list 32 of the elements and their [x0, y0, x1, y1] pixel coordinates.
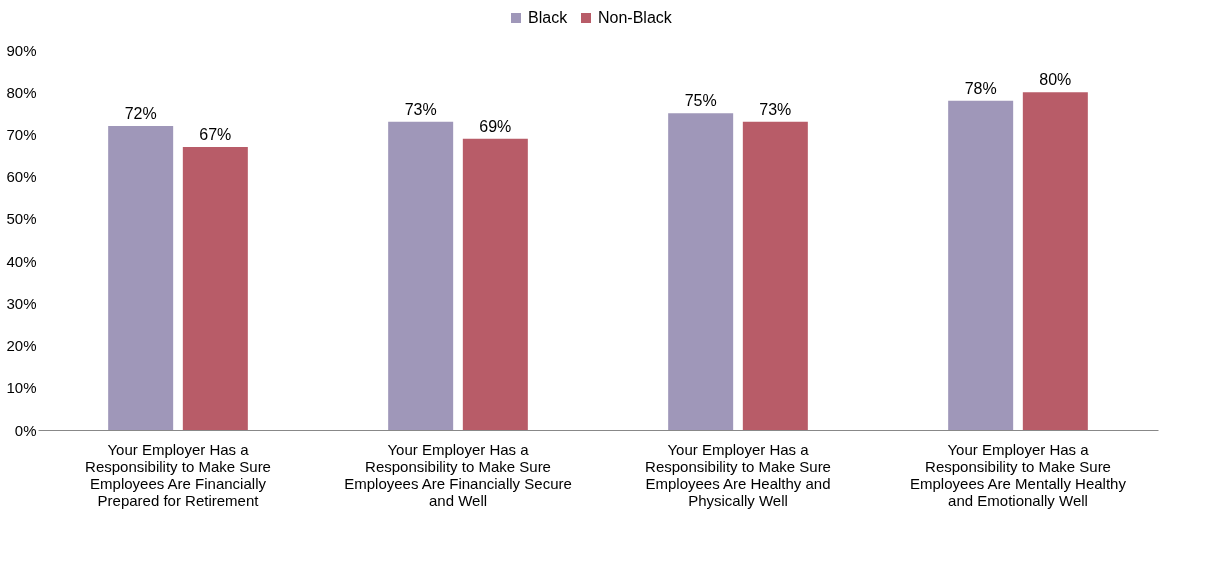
y-tick-label: 60% [6, 168, 37, 186]
bar [388, 121, 454, 430]
y-tick-label: 20% [6, 337, 37, 355]
x-tick-label: Your Employer Has a Responsibility to Make Sure Employees Are Mentally Healthy and Emotionally Well [910, 440, 1127, 509]
data-label: 80% [1039, 71, 1072, 89]
data-label: 69% [479, 117, 512, 135]
data-label: 78% [964, 79, 997, 97]
legend-label: Black [528, 9, 569, 26]
data-label: 75% [684, 92, 717, 110]
bar [108, 126, 174, 430]
bar [742, 121, 808, 430]
bar [182, 147, 248, 430]
x-tick-label: Your Employer Has a Responsibility to Make Sure Employees Are Financially Prepared for Retirement [85, 440, 271, 509]
bar [462, 138, 528, 430]
y-tick-label: 0% [14, 421, 37, 439]
y-tick-label: 10% [6, 379, 37, 397]
y-tick-label: 80% [6, 83, 37, 101]
bar [668, 113, 734, 430]
bar [1022, 92, 1088, 430]
data-label: 73% [759, 100, 792, 118]
data-label: 73% [404, 100, 437, 118]
data-label: 72% [124, 105, 157, 122]
bar [948, 100, 1014, 430]
x-tick-label: Your Employer Has a Responsibility to Make Sure Employees Are Healthy and Physically Well [645, 440, 831, 509]
y-tick-label: 50% [6, 210, 37, 228]
y-tick-label: 30% [6, 294, 37, 312]
legend-label: Non-Black [598, 9, 673, 26]
y-tick-label: 70% [6, 125, 37, 143]
data-label: 67% [199, 126, 232, 144]
y-tick-label: 90% [6, 41, 37, 59]
y-tick-label: 40% [6, 252, 37, 270]
x-tick-label: Your Employer Has a Responsibility to Make Sure Employees Are Financially Secure and Well [344, 440, 572, 509]
